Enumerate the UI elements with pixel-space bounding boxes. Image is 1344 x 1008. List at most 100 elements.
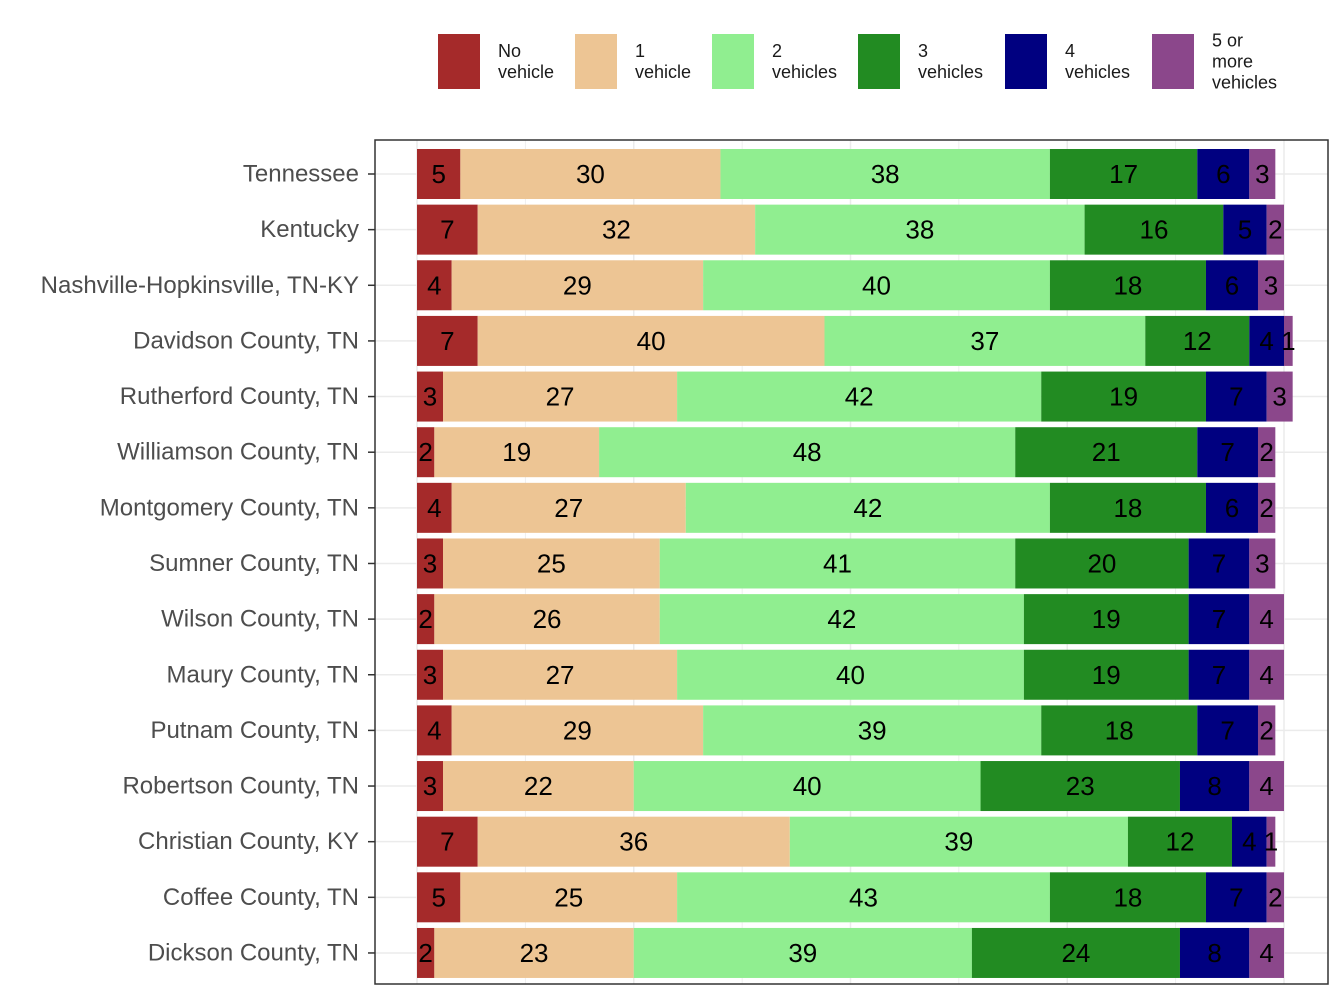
bar-segment [1205, 260, 1258, 311]
data-label: 48 [793, 437, 822, 467]
bar-segment [1179, 761, 1250, 812]
bar-segment [1231, 816, 1267, 867]
bar-segment [1257, 482, 1276, 533]
data-label: 22 [524, 771, 553, 801]
bar-segment [477, 816, 790, 867]
data-label: 18 [1113, 882, 1142, 912]
bar-segment [1127, 816, 1232, 867]
bar-segment [1249, 594, 1284, 645]
data-label: 19 [1092, 604, 1121, 634]
bar-segment [1179, 927, 1250, 978]
bar-segment [417, 371, 444, 422]
bar-segment [417, 427, 435, 478]
data-label: 21 [1092, 437, 1121, 467]
data-label: 7 [1229, 882, 1243, 912]
y-tick-label: Wilson County, TN [161, 606, 359, 633]
data-label: 40 [836, 660, 865, 690]
bar-segment [720, 149, 1050, 199]
legend-key [712, 34, 754, 89]
bar-segment [1015, 427, 1198, 478]
legend-key [438, 34, 480, 89]
data-label: 4 [1259, 660, 1273, 690]
bar-segment [703, 705, 1042, 756]
y-tick-label: Putnam County, TN [150, 717, 359, 744]
data-label: 4 [427, 715, 441, 745]
data-label: 3 [1255, 159, 1269, 189]
legend-key [575, 34, 617, 89]
data-label: 4 [427, 270, 441, 300]
data-label: 2 [1259, 493, 1273, 523]
legend-label: 2 vehicles [772, 41, 837, 82]
data-label: 40 [637, 326, 666, 356]
legend-key [1152, 34, 1194, 89]
bar-segment [417, 705, 452, 756]
bar-segment [1257, 427, 1276, 478]
bar-segment [980, 761, 1180, 812]
data-label: 2 [418, 437, 432, 467]
y-tick-label: Christian County, KY [138, 828, 359, 855]
legend-key [1005, 34, 1047, 89]
y-tick-label: Coffee County, TN [163, 884, 359, 911]
bar-segment [1188, 649, 1250, 700]
bar-segment [1249, 538, 1276, 589]
data-label: 6 [1225, 270, 1239, 300]
bar-segment [477, 315, 825, 366]
bars: 5 30 38 17 6 37 32 38 16 5 24 29 40 18 6 37 40 37 12 4 13 27 4… [417, 149, 1296, 978]
y-tick-label: Davidson County, TN [133, 327, 359, 354]
y-tick-label: Robertson County, TN [122, 773, 359, 800]
bar-segment [1145, 315, 1250, 366]
data-label: 5 [431, 882, 445, 912]
data-label: 1 [1281, 326, 1295, 356]
data-label: 4 [1242, 827, 1256, 857]
bar-segment [1266, 204, 1284, 255]
y-tick-label: Kentucky [260, 216, 359, 243]
data-label: 3 [423, 771, 437, 801]
data-label: 27 [554, 493, 583, 523]
bar-segment [1249, 315, 1284, 366]
data-label: 18 [1113, 270, 1142, 300]
bar-segment [1084, 204, 1224, 255]
bar-segment [417, 594, 435, 645]
data-label: 12 [1165, 827, 1194, 857]
data-label: 1 [1264, 827, 1278, 857]
bar-segment [417, 204, 478, 255]
data-label: 29 [563, 715, 592, 745]
y-axis-labels: Tennessee Kentucky Nashville-Hopkinsville,… [41, 161, 375, 966]
data-label: 5 [431, 159, 445, 189]
data-label: 7 [440, 215, 454, 245]
legend-label: 5 or more vehicles [1212, 31, 1277, 93]
data-label: 7 [1220, 437, 1234, 467]
data-label: 42 [853, 493, 882, 523]
bar-segment [1257, 260, 1284, 311]
data-label: 38 [871, 159, 900, 189]
bar-segment [1049, 149, 1198, 199]
data-label: 39 [944, 827, 973, 857]
bar-segment [633, 761, 981, 812]
bar-segment [1205, 371, 1267, 422]
bar-segment [417, 315, 478, 366]
data-label: 3 [1272, 382, 1286, 412]
bar-segment [1205, 872, 1267, 923]
y-tick-label: Nashville-Hopkinsville, TN-KY [41, 272, 359, 299]
data-label: 42 [827, 604, 856, 634]
data-label: 36 [619, 827, 648, 857]
data-label: 4 [1259, 771, 1273, 801]
legend-label: 1 vehicle [635, 41, 691, 82]
data-label: 3 [1255, 548, 1269, 578]
data-label: 2 [418, 604, 432, 634]
data-label: 26 [533, 604, 562, 634]
data-label: 32 [602, 215, 631, 245]
data-label: 7 [1212, 548, 1226, 578]
bar-segment [1049, 872, 1206, 923]
bar-segment [1197, 149, 1250, 199]
legend-key [858, 34, 900, 89]
data-label: 7 [440, 326, 454, 356]
legend-label: 4 vehicles [1065, 41, 1130, 82]
bar-segment [1266, 371, 1293, 422]
bar-segment [417, 816, 478, 867]
bar-segment [1041, 371, 1206, 422]
data-label: 7 [1229, 382, 1243, 412]
bar-segment [659, 594, 1024, 645]
bar-segment [443, 538, 660, 589]
bar-segment [1188, 538, 1250, 589]
